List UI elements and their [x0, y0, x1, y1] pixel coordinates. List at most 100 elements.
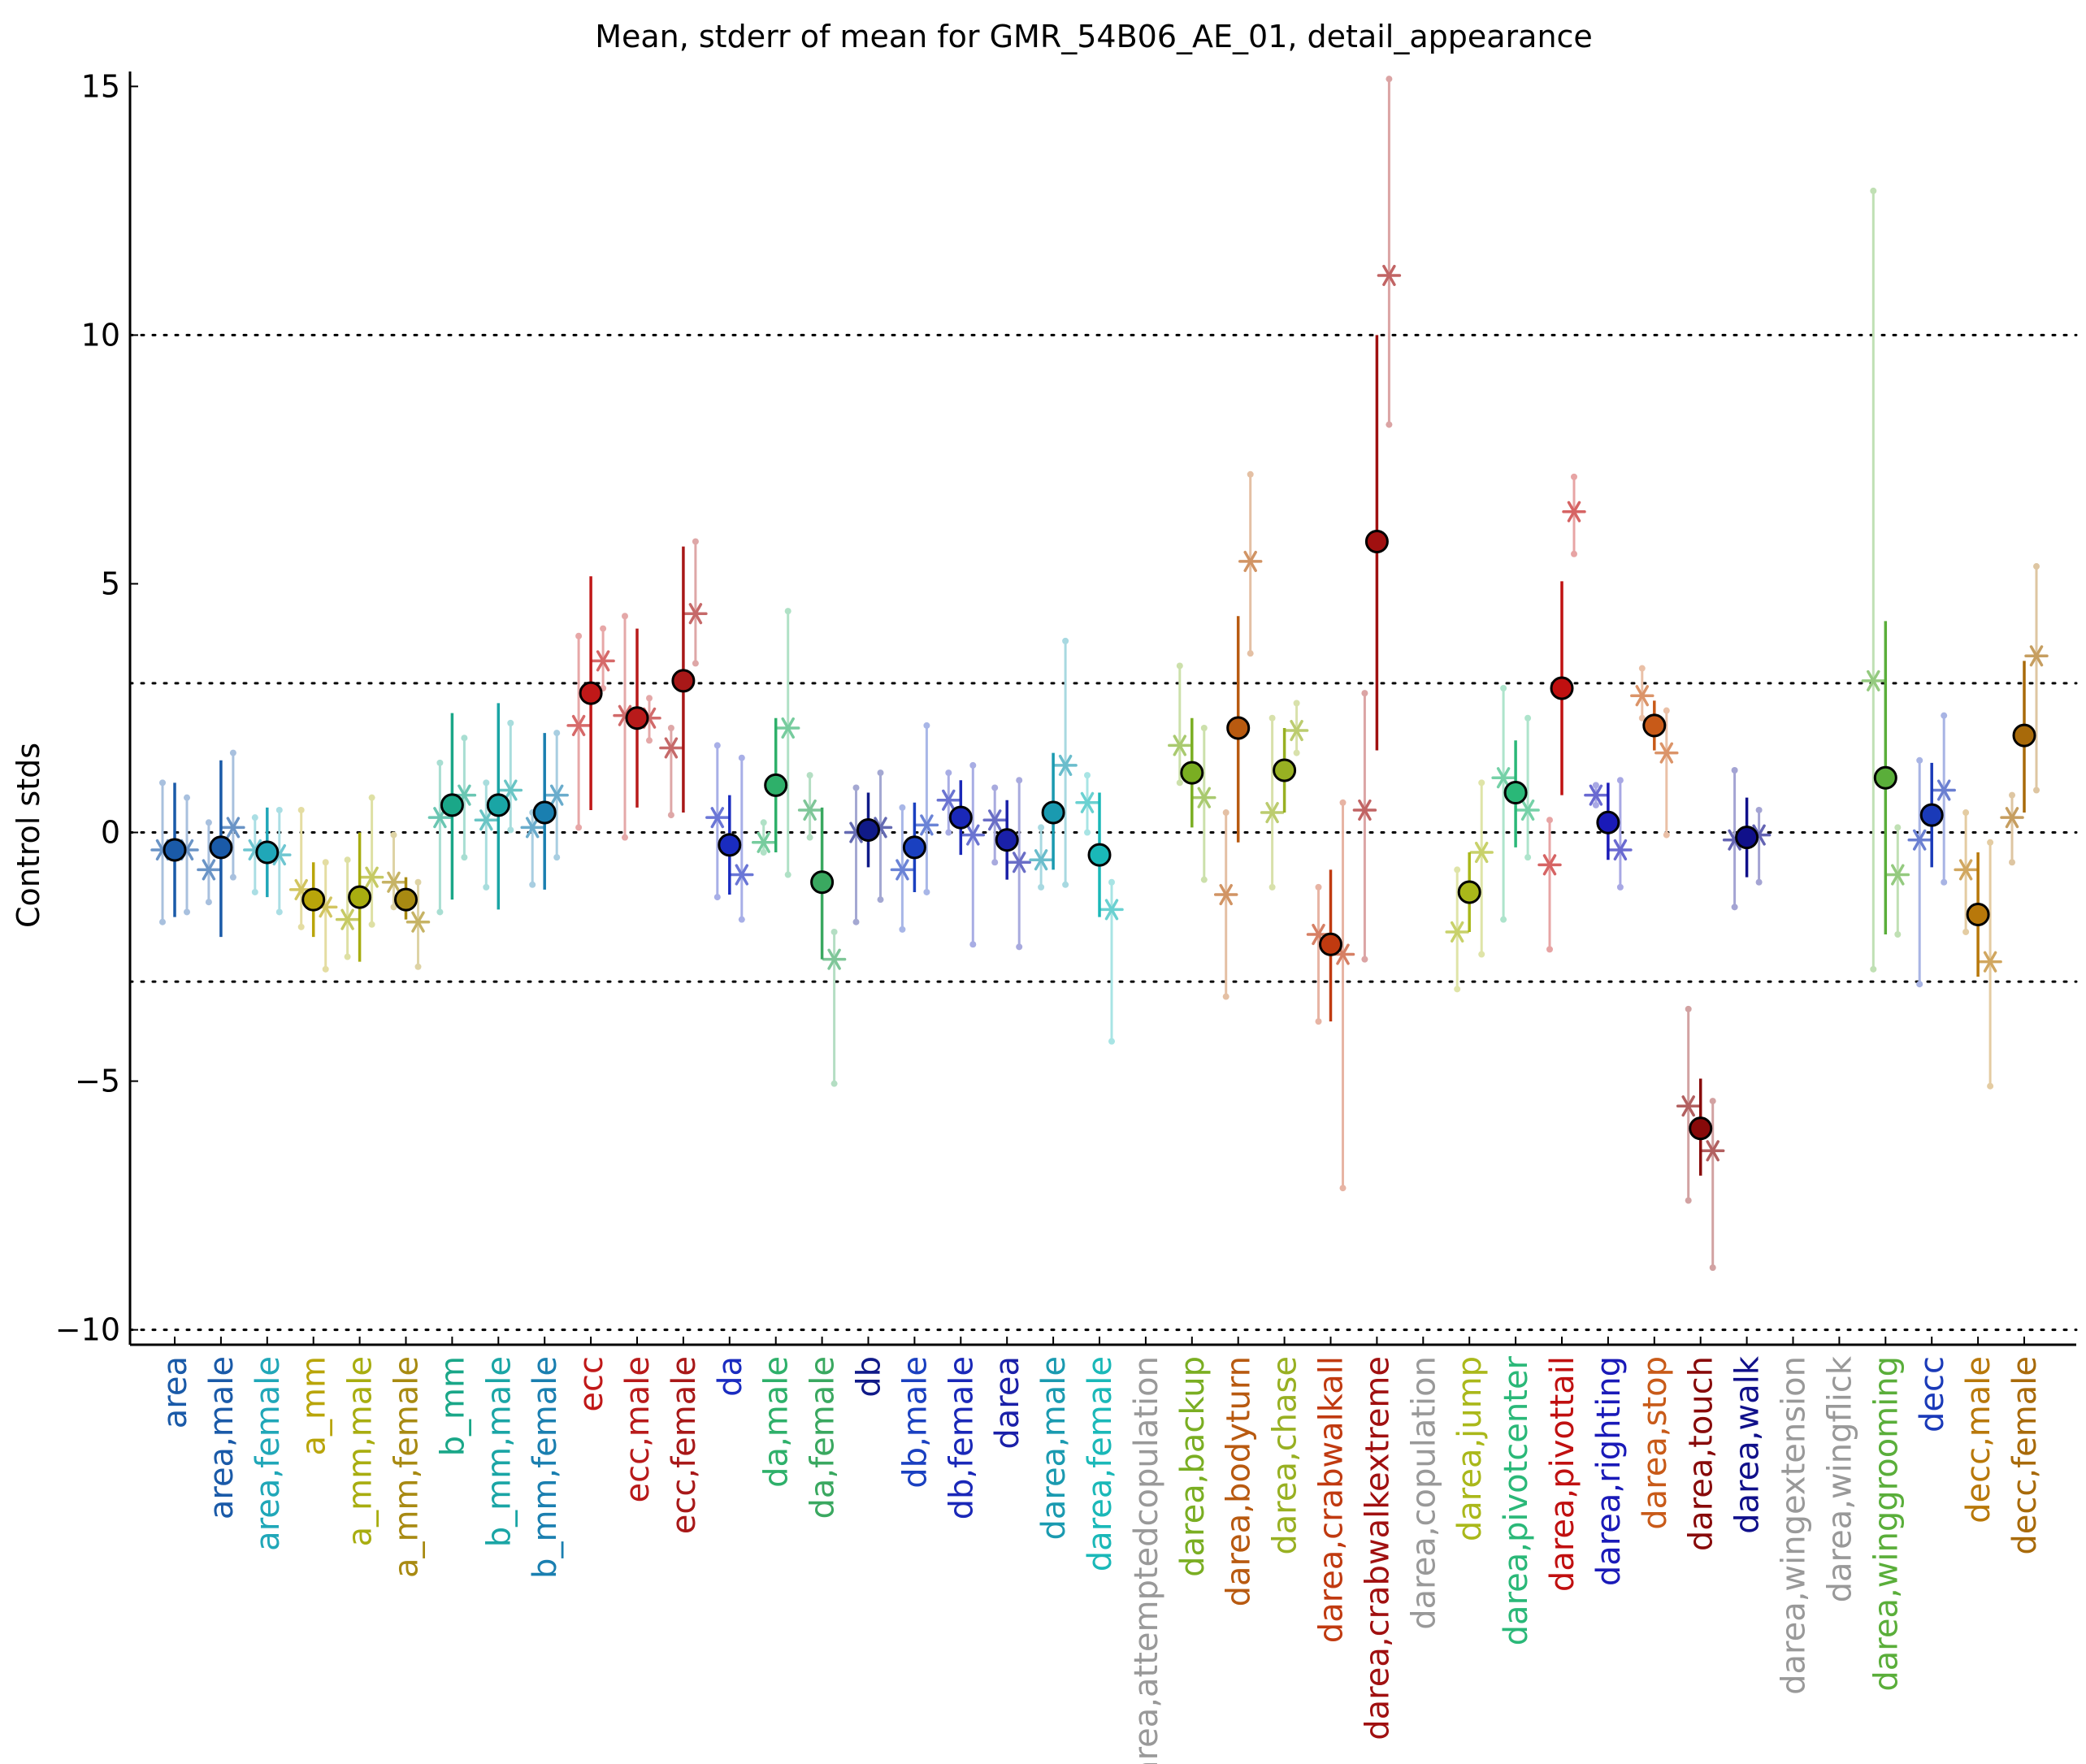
male-errorbar-cap — [899, 925, 906, 933]
male-point — [520, 817, 544, 839]
female-errorbar-cap — [1339, 1185, 1347, 1192]
category-marks — [1630, 665, 1679, 839]
female-point — [1377, 264, 1402, 287]
female-errorbar-cap — [1709, 1098, 1716, 1105]
category-marks — [1722, 767, 1772, 911]
female-point — [1099, 899, 1124, 921]
x-tick-label: a_mm,male — [342, 1356, 379, 1546]
male-errorbar-cap — [297, 806, 305, 813]
female-errorbar-cap — [1616, 777, 1624, 784]
category-marks — [1213, 470, 1263, 1000]
mean-point — [671, 669, 696, 693]
mean-point — [764, 773, 788, 797]
female-errorbar-cap — [368, 794, 375, 801]
male-errorbar-cap — [713, 742, 721, 749]
male-errorbar-cap — [991, 859, 999, 866]
x-tick-label: b_mm — [434, 1356, 471, 1456]
male-point — [1168, 735, 1192, 756]
female-errorbar-cap — [923, 888, 930, 895]
female-errorbar-cap — [1293, 749, 1300, 756]
x-tick-label: darea,copulation — [1405, 1356, 1442, 1630]
male-errorbar-cap — [1731, 904, 1738, 911]
male-errorbar-cap — [390, 831, 397, 839]
male-errorbar-cap — [575, 632, 583, 639]
male-errorbar-cap — [390, 904, 397, 911]
female-errorbar-cap — [1987, 839, 1994, 846]
female-errorbar-cap — [877, 769, 884, 777]
mean-point — [486, 793, 510, 817]
mean-point — [1041, 800, 1065, 825]
male-errorbar-cap — [1176, 779, 1183, 787]
x-tick-label: darea,attemptedcopulation — [1128, 1356, 1165, 1764]
male-point — [2000, 807, 2024, 829]
female-errorbar-cap — [830, 928, 838, 935]
male-errorbar-cap — [1962, 809, 1970, 817]
female-errorbar-cap — [275, 908, 283, 916]
female-errorbar-cap — [969, 941, 977, 948]
x-tick-label: da — [712, 1356, 749, 1397]
female-errorbar-cap — [1663, 707, 1670, 714]
x-tick-label: decc — [1914, 1356, 1951, 1432]
x-tick-label: b_mm,female — [527, 1356, 564, 1579]
x-tick-label: darea,walk — [1729, 1355, 1767, 1534]
female-errorbar-cap — [184, 908, 190, 916]
male-errorbar-cap — [1916, 981, 1923, 988]
category-marks — [381, 831, 431, 970]
male-errorbar-cap — [1685, 1197, 1692, 1204]
female-errorbar-cap — [1016, 943, 1023, 951]
male-point — [1213, 883, 1238, 906]
female-point — [1932, 779, 1956, 801]
male-errorbar-cap — [1361, 956, 1368, 963]
female-point — [1516, 799, 1540, 821]
male-point — [1029, 849, 1053, 871]
category-marks — [1445, 779, 1494, 993]
x-tick-label: da,male — [758, 1356, 796, 1488]
female-errorbar-cap — [322, 859, 329, 866]
male-errorbar-cap — [2009, 791, 2015, 799]
mean-point — [810, 870, 835, 895]
male-point — [1630, 685, 1654, 707]
y-tick-label: −10 — [55, 1312, 120, 1348]
male-errorbar-cap — [622, 613, 628, 620]
mean-point — [1273, 758, 1297, 782]
male-errorbar-cap — [945, 769, 952, 777]
male-errorbar-cap — [1546, 946, 1553, 953]
male-errorbar-cap — [852, 784, 860, 791]
female-point — [498, 779, 523, 801]
female-errorbar-cap — [414, 963, 422, 970]
male-errorbar-cap — [205, 819, 212, 826]
male-errorbar-cap — [1592, 801, 1599, 808]
female-errorbar-cap — [1524, 854, 1532, 861]
x-tick-label: darea,stop — [1637, 1356, 1674, 1530]
category-marks — [1584, 777, 1633, 891]
male-point — [474, 809, 499, 831]
female-point — [405, 911, 431, 933]
x-tick-label: darea,righting — [1590, 1356, 1628, 1586]
x-tick-label: darea,jump — [1451, 1356, 1489, 1541]
female-point — [730, 864, 754, 886]
male-point — [982, 809, 1007, 831]
female-errorbar-cap — [507, 719, 514, 726]
female-point — [2024, 645, 2049, 667]
female-errorbar-cap — [692, 538, 699, 545]
category-marks — [427, 713, 477, 916]
female-point — [591, 650, 615, 672]
female-point — [1885, 864, 1910, 886]
mean-point — [1873, 765, 1897, 790]
female-errorbar-cap — [1478, 779, 1485, 787]
category-marks — [705, 742, 754, 923]
female-errorbar-cap — [553, 854, 561, 861]
x-tick-label: darea,pivottail — [1544, 1356, 1581, 1592]
male-errorbar-cap — [297, 923, 305, 930]
category-marks — [982, 777, 1031, 951]
mean-point — [1596, 810, 1620, 834]
male-errorbar-cap — [1315, 883, 1322, 891]
x-tick-label: darea,male — [1035, 1356, 1073, 1541]
male-errorbar-cap — [1870, 187, 1877, 194]
male-errorbar-cap — [1731, 767, 1738, 774]
female-errorbar-cap — [877, 896, 884, 904]
male-point — [1907, 829, 1932, 851]
x-tick-label: darea,crabwalkextreme — [1359, 1356, 1396, 1740]
category-marks — [2000, 563, 2049, 866]
